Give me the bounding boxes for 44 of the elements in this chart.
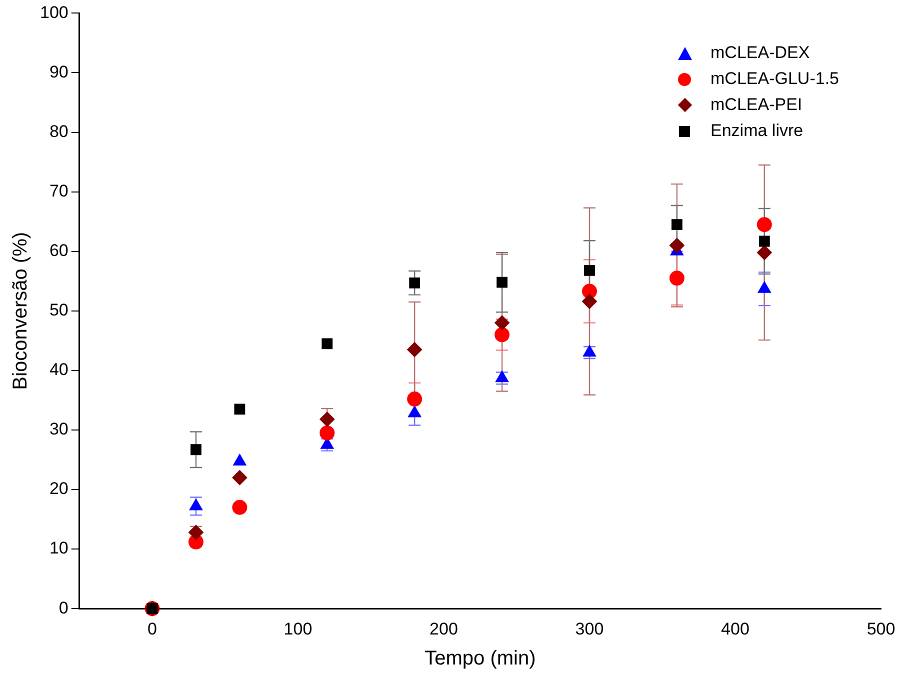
x-tick-label: 400 [721, 619, 750, 638]
point [320, 412, 335, 427]
y-tick-label: 40 [49, 360, 68, 380]
y-tick-label: 20 [49, 479, 68, 498]
y-tick-label: 70 [49, 182, 68, 201]
legend-label: mCLEA-GLU-1.5 [710, 68, 839, 90]
legend-label: mCLEA-DEX [710, 42, 810, 64]
point [320, 425, 335, 440]
point [232, 470, 248, 486]
y-tick-label: 80 [49, 122, 68, 141]
point [494, 315, 510, 330]
point [233, 454, 246, 466]
point [234, 404, 246, 415]
x-tick-label: 500 [866, 619, 896, 638]
x-axis-title: Tempo (min) [424, 648, 536, 670]
point [582, 294, 597, 309]
point [584, 264, 595, 276]
point [494, 327, 510, 342]
point [758, 236, 770, 247]
x-tick-label: 0 [148, 619, 157, 638]
point [232, 500, 248, 515]
y-tick-label: 50 [49, 300, 68, 320]
x-tick-label: 200 [430, 619, 458, 638]
point [756, 245, 772, 260]
y-tick-label: 30 [49, 420, 68, 439]
y-tick-label: 90 [49, 62, 68, 82]
point [407, 342, 422, 358]
y-tick-label: 10 [49, 538, 68, 558]
x-tick-label: 300 [575, 619, 604, 638]
point [669, 238, 684, 253]
x-tick-label: 100 [284, 619, 312, 638]
y-tick-label: 60 [49, 241, 68, 260]
point [756, 217, 772, 232]
legend-label: mCLEA-PEI [710, 94, 802, 116]
y-tick-label: 0 [58, 598, 68, 618]
point [322, 338, 333, 350]
y-tick-label: 100 [40, 2, 68, 22]
point [672, 219, 682, 230]
point [190, 444, 202, 456]
y-axis-title: Bioconversão (%) [10, 232, 32, 390]
legend-label: Enzima livre [710, 120, 804, 142]
point [409, 277, 420, 288]
point [496, 276, 508, 288]
point [669, 270, 684, 286]
